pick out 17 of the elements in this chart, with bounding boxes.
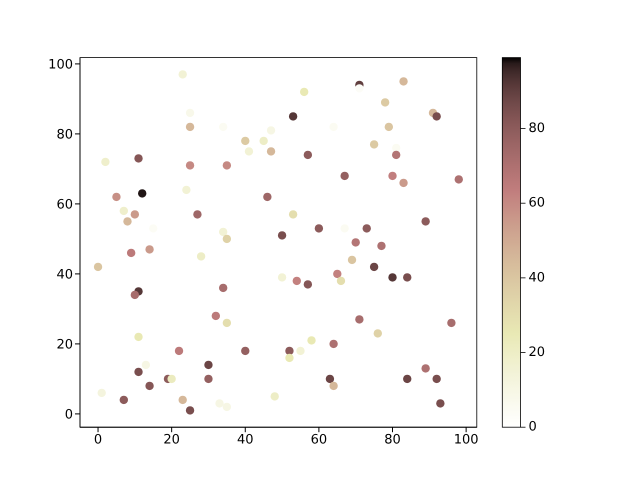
y-tick-label: 80 bbox=[56, 128, 73, 143]
x-tick-label: 60 bbox=[310, 432, 328, 448]
y-tick-label: 20 bbox=[56, 338, 73, 353]
y-tick-label: 0 bbox=[64, 408, 73, 423]
x-tick-label: 100 bbox=[454, 432, 479, 448]
color-bar-label: 60 bbox=[528, 196, 546, 211]
x-tick-label: 20 bbox=[163, 432, 180, 448]
x-tick-label: 0 bbox=[94, 432, 102, 448]
color-bar-label: 40 bbox=[528, 270, 546, 286]
color-bar-label: 80 bbox=[528, 121, 546, 136]
color-bar-label: 0 bbox=[528, 420, 537, 435]
y-tick-label: 40 bbox=[56, 268, 73, 283]
x-tick-label: 80 bbox=[384, 432, 401, 448]
x-tick-label: 40 bbox=[237, 432, 254, 448]
y-tick-label: 100 bbox=[48, 58, 73, 73]
y-tick-label: 60 bbox=[56, 198, 73, 213]
color-bar-label: 20 bbox=[528, 345, 546, 360]
